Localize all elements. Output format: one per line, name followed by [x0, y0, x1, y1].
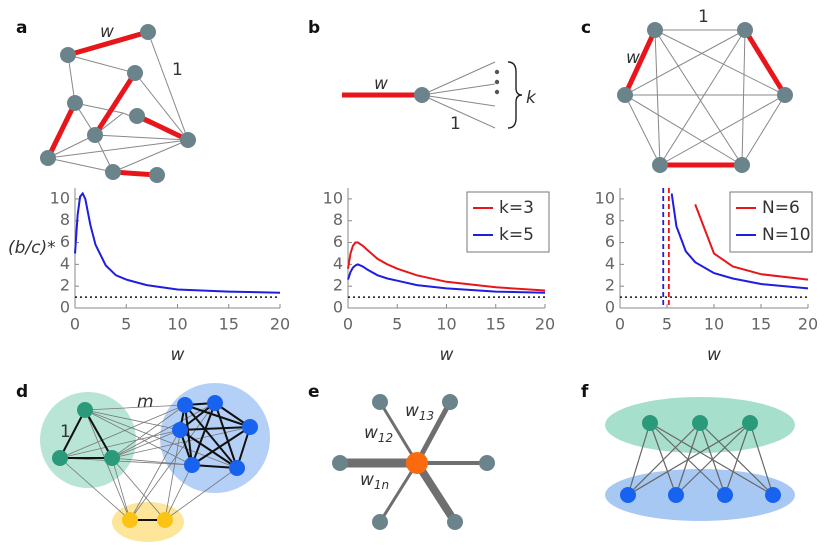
y-tick-label: 0 — [60, 298, 70, 317]
legend-label: N=10 — [762, 225, 811, 245]
edge-label: m — [137, 392, 154, 412]
legend-box — [729, 191, 813, 253]
edge-label-index: 1n — [374, 478, 389, 492]
y-tick-label: 10 — [50, 188, 70, 207]
diagram-b: w 1 k — [342, 61, 537, 134]
edge-label: k — [526, 88, 537, 108]
edge-label: w1n — [360, 470, 389, 492]
y-axis-label: (b/c)* — [8, 238, 56, 258]
y-tick-label: 8 — [60, 210, 70, 229]
edge-label: w — [100, 22, 114, 42]
x-tick-label: 20 — [535, 315, 555, 334]
edge-label-symbol: w — [364, 423, 378, 443]
series-line — [347, 263, 546, 294]
x-axis-label: w — [171, 345, 185, 365]
edge-label: w — [374, 74, 388, 94]
x-tick-label: 15 — [751, 315, 771, 334]
x-axis-label: w — [440, 345, 454, 365]
panel-label: b — [308, 18, 320, 38]
edge-label: 1 — [450, 114, 461, 134]
x-tick-label: 5 — [121, 315, 131, 334]
y-tick-label: 6 — [333, 232, 343, 251]
series-line — [670, 193, 809, 290]
legend-label: N=6 — [762, 198, 800, 218]
edge-label-symbol: w — [360, 470, 374, 490]
y-tick-label: 4 — [605, 254, 615, 273]
edge-label: w13 — [405, 401, 434, 423]
series-line — [74, 191, 281, 294]
edge-label: w12 — [364, 423, 393, 445]
y-tick-label: 4 — [333, 254, 343, 273]
diagram-d: m 1 — [40, 383, 270, 542]
y-tick-label: 6 — [605, 232, 615, 251]
diagram-a: w 1 — [40, 22, 196, 183]
panel-label: f — [581, 382, 589, 402]
series-line — [694, 204, 809, 281]
y-tick-label: 8 — [333, 210, 343, 229]
y-tick-label: 4 — [60, 254, 70, 273]
x-tick-label: 5 — [662, 315, 672, 334]
x-tick-label: 15 — [219, 315, 239, 334]
x-tick-label: 20 — [798, 315, 818, 334]
y-tick-label: 2 — [605, 276, 615, 295]
edge-label-index: 12 — [378, 431, 393, 445]
panel-label: c — [581, 18, 591, 38]
y-tick-label: 8 — [605, 210, 615, 229]
edge-label-symbol: w — [405, 401, 419, 421]
y-tick-label: 10 — [595, 188, 615, 207]
y-tick-label: 2 — [333, 276, 343, 295]
edge-label: w — [626, 48, 640, 68]
y-tick-label: 10 — [323, 188, 343, 207]
panel-label: a — [16, 18, 27, 38]
x-tick-label: 0 — [615, 315, 625, 334]
x-axis-label: w — [707, 345, 721, 365]
y-tick-label: 6 — [60, 232, 70, 251]
diagram-e: w12 w13 w1n — [332, 394, 495, 530]
x-tick-label: 15 — [486, 315, 506, 334]
edge-label: 1 — [172, 60, 183, 80]
edge-label-index: 13 — [419, 409, 434, 423]
x-tick-label: 10 — [436, 315, 456, 334]
x-tick-label: 0 — [343, 315, 353, 334]
series-line — [347, 241, 546, 292]
legend-box — [466, 191, 550, 253]
x-tick-label: 0 — [70, 315, 80, 334]
panel-label: e — [308, 382, 320, 402]
legend-label: k=5 — [499, 225, 534, 245]
diagram-c: 1 w — [617, 7, 793, 173]
edge-label: 1 — [60, 422, 71, 442]
y-tick-label: 0 — [605, 298, 615, 317]
x-tick-label: 5 — [392, 315, 402, 334]
panel-label: d — [16, 382, 28, 402]
edge-label: 1 — [698, 7, 709, 27]
legend-label: k=3 — [499, 198, 534, 218]
diagram-f — [605, 397, 795, 521]
x-tick-label: 10 — [704, 315, 724, 334]
x-tick-label: 10 — [167, 315, 187, 334]
y-tick-label: 2 — [60, 276, 70, 295]
y-tick-label: 0 — [333, 298, 343, 317]
x-tick-label: 20 — [270, 315, 290, 334]
